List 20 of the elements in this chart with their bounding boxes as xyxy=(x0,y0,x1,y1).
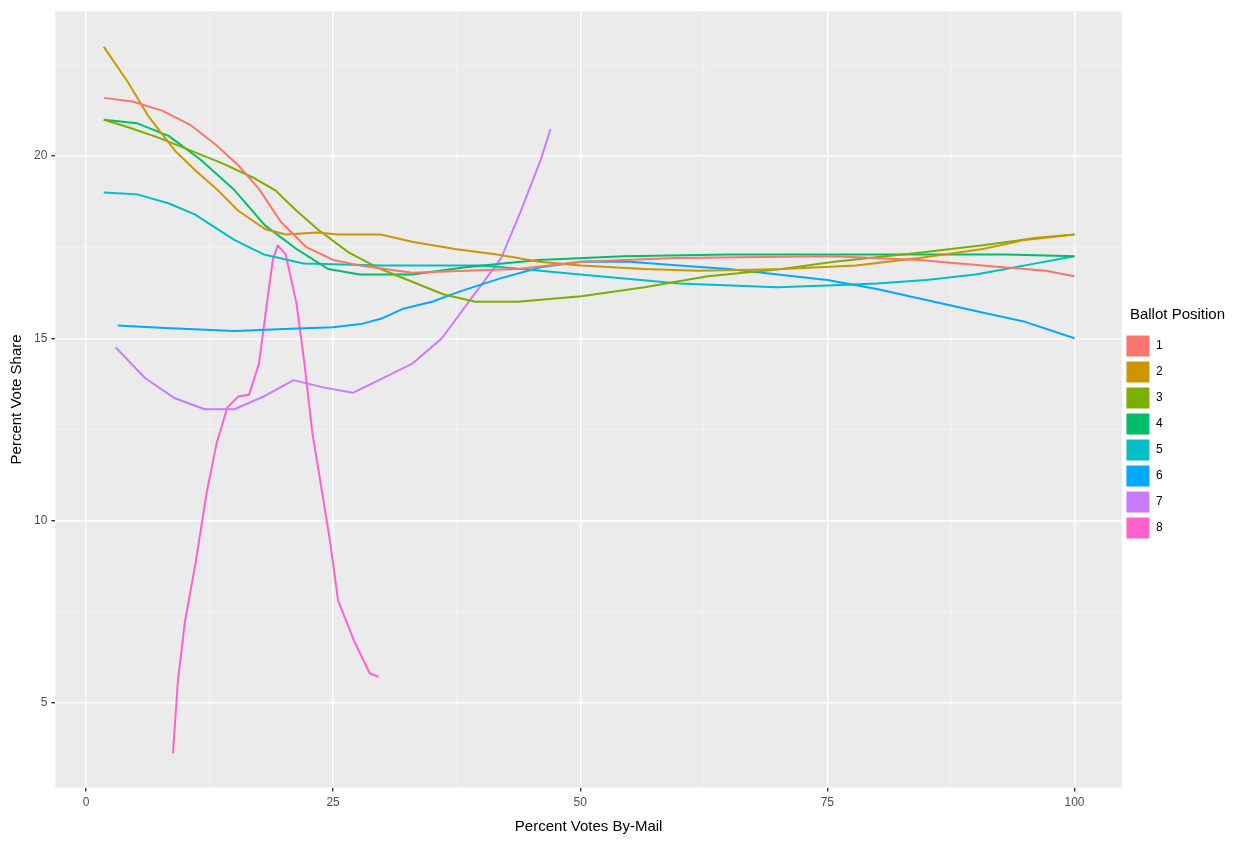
legend-label: 7 xyxy=(1155,494,1163,509)
legend-label: 1 xyxy=(1155,338,1163,353)
x-tick-label: 25 xyxy=(326,795,341,810)
y-tick-label: 10 xyxy=(33,512,48,527)
y-axis-title: Percent Vote Share xyxy=(7,334,25,465)
y-tick-label: 20 xyxy=(33,148,48,163)
y-tick-label: 5 xyxy=(40,694,48,709)
legend-label: 2 xyxy=(1155,364,1163,379)
x-axis-title: Percent Votes By-Mail xyxy=(514,817,663,835)
legend-label: 8 xyxy=(1155,520,1163,535)
x-tick-label: 75 xyxy=(820,795,835,810)
legend-label: 6 xyxy=(1155,468,1163,483)
x-tick-label: 50 xyxy=(573,795,588,810)
legend-title: Ballot Position xyxy=(1129,304,1225,322)
y-tick-label: 15 xyxy=(33,330,48,345)
x-tick-label: 0 xyxy=(82,795,90,810)
legend-label: 3 xyxy=(1155,390,1163,405)
legend-label: 4 xyxy=(1155,416,1163,431)
legend-label: 5 xyxy=(1155,442,1163,457)
x-tick-label: 100 xyxy=(1064,795,1085,810)
